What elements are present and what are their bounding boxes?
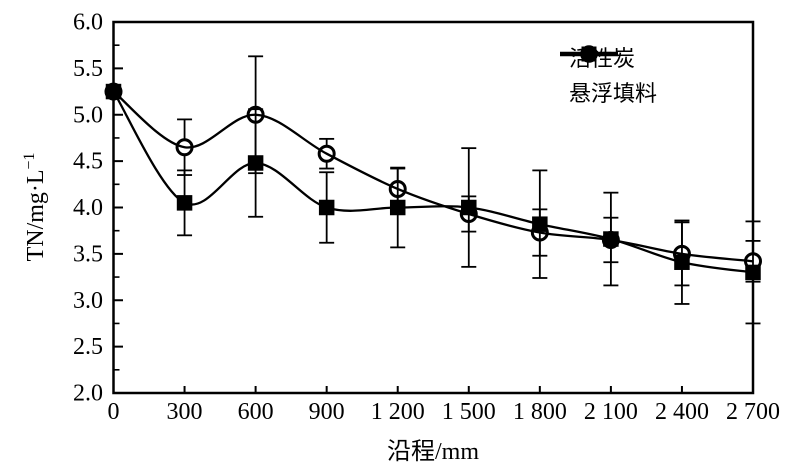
x-tick-label: 1 500: [442, 399, 496, 425]
x-axis-label: 沿程/mm: [386, 439, 480, 465]
filled-square-marker-icon: [560, 46, 618, 62]
x-tick-label: 0: [108, 399, 120, 425]
y-tick-label: 4.5: [73, 149, 103, 175]
y-tick-label: 2.5: [73, 334, 103, 360]
legend-entry-suspended-filler: 悬浮填料: [560, 46, 658, 111]
series-line-1: [112, 90, 754, 274]
legend: 活性炭 悬浮填料: [560, 41, 657, 111]
x-tick-label: 600: [238, 399, 274, 425]
y-tick-label: 3.5: [73, 241, 103, 267]
plot-frame: [112, 20, 755, 395]
x-tick-label: 2 100: [584, 399, 638, 425]
y-tick-label: 5.5: [73, 56, 103, 82]
x-tick-label: 1 800: [513, 399, 567, 425]
y-axis-label-base: TN/mg·L: [23, 169, 49, 262]
x-tick-label: 2 400: [655, 399, 709, 425]
series-line-0: [112, 90, 754, 263]
y-tick-label: 4.0: [73, 195, 103, 221]
y-tick-label: 5.0: [73, 102, 103, 128]
y-tick-label: 3.0: [73, 288, 103, 314]
legend-label-suspended-filler: 悬浮填料: [569, 80, 658, 106]
y-tick-label: 2.0: [73, 381, 103, 407]
y-axis-label: TN/mg·L−1: [21, 152, 49, 262]
x-tick-label: 2 700: [726, 399, 780, 425]
y-axis-label-exponent: −1: [21, 152, 38, 170]
x-tick-label: 1 200: [371, 399, 425, 425]
y-tick-label: 6.0: [73, 10, 103, 36]
x-tick-label: 900: [309, 399, 345, 425]
x-tick-label: 300: [167, 399, 203, 425]
